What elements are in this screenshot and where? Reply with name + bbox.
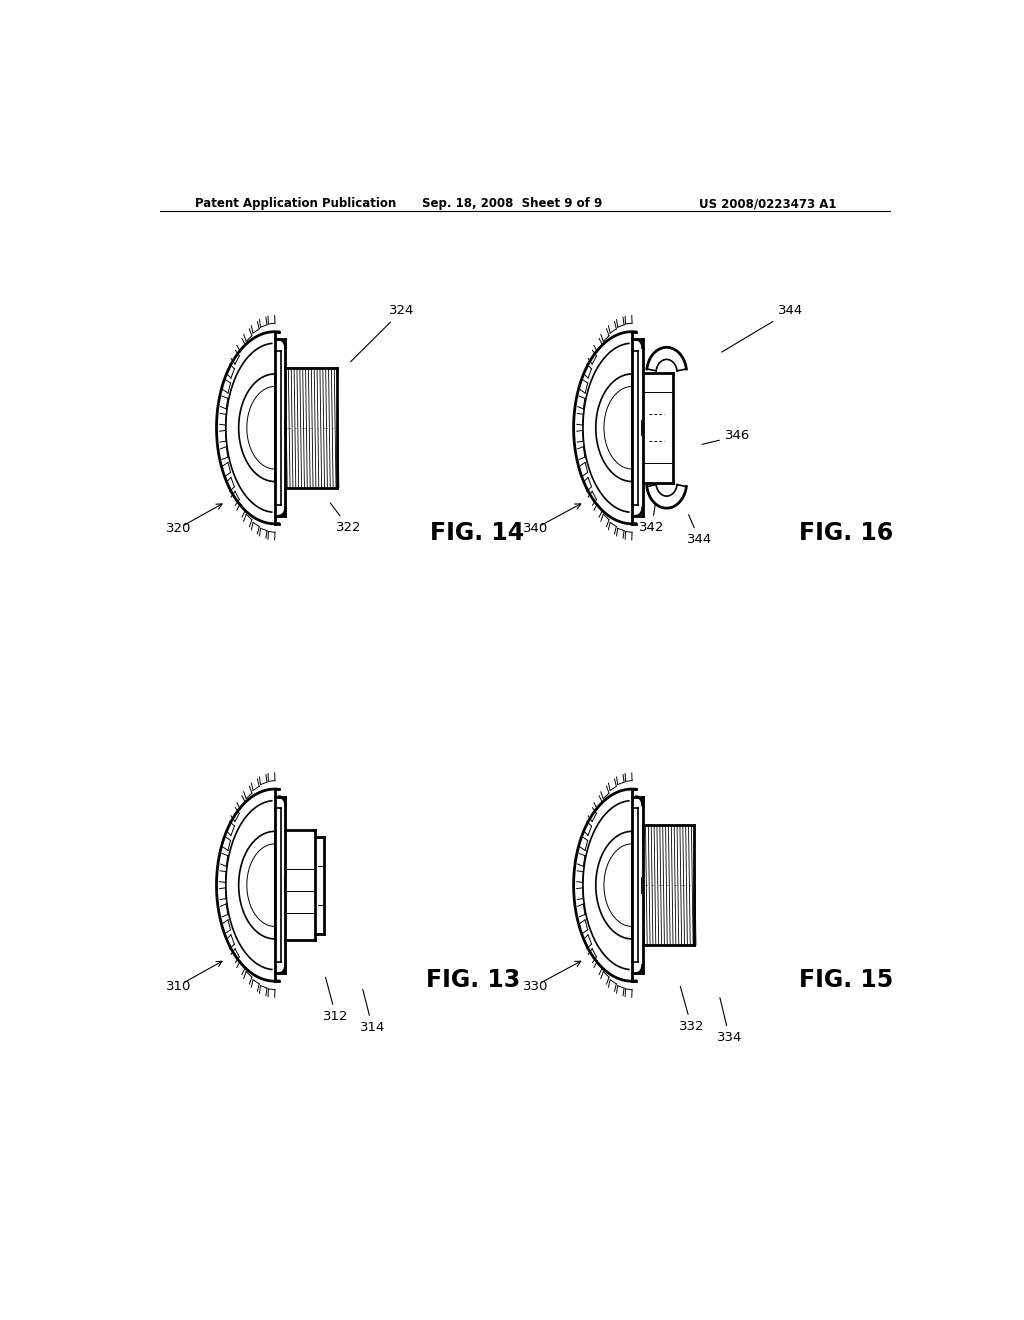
Text: 310: 310 [166,979,191,993]
Text: 346: 346 [702,429,751,445]
Text: FIG. 13: FIG. 13 [426,968,520,991]
Text: 344: 344 [687,515,712,546]
Text: 330: 330 [523,979,549,993]
Text: 342: 342 [639,504,665,533]
Text: 314: 314 [359,990,385,1034]
Text: 312: 312 [324,977,349,1023]
Text: 340: 340 [523,523,549,536]
Text: 320: 320 [166,523,191,536]
Text: FIG. 15: FIG. 15 [799,968,893,991]
Text: 322: 322 [331,503,361,533]
Text: FIG. 14: FIG. 14 [430,520,523,545]
Text: 324: 324 [350,305,415,362]
Text: Sep. 18, 2008  Sheet 9 of 9: Sep. 18, 2008 Sheet 9 of 9 [422,197,602,210]
Text: FIG. 16: FIG. 16 [799,520,893,545]
Text: Patent Application Publication: Patent Application Publication [196,197,396,210]
Text: 344: 344 [722,305,803,352]
Text: US 2008/0223473 A1: US 2008/0223473 A1 [699,197,837,210]
Text: 332: 332 [679,986,705,1034]
Text: 334: 334 [717,998,742,1044]
